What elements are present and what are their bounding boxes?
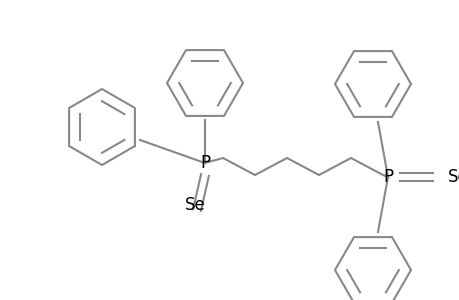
Text: P: P: [200, 154, 210, 172]
Text: Se: Se: [184, 196, 205, 214]
Text: P: P: [382, 168, 392, 186]
Text: Se: Se: [447, 168, 459, 186]
